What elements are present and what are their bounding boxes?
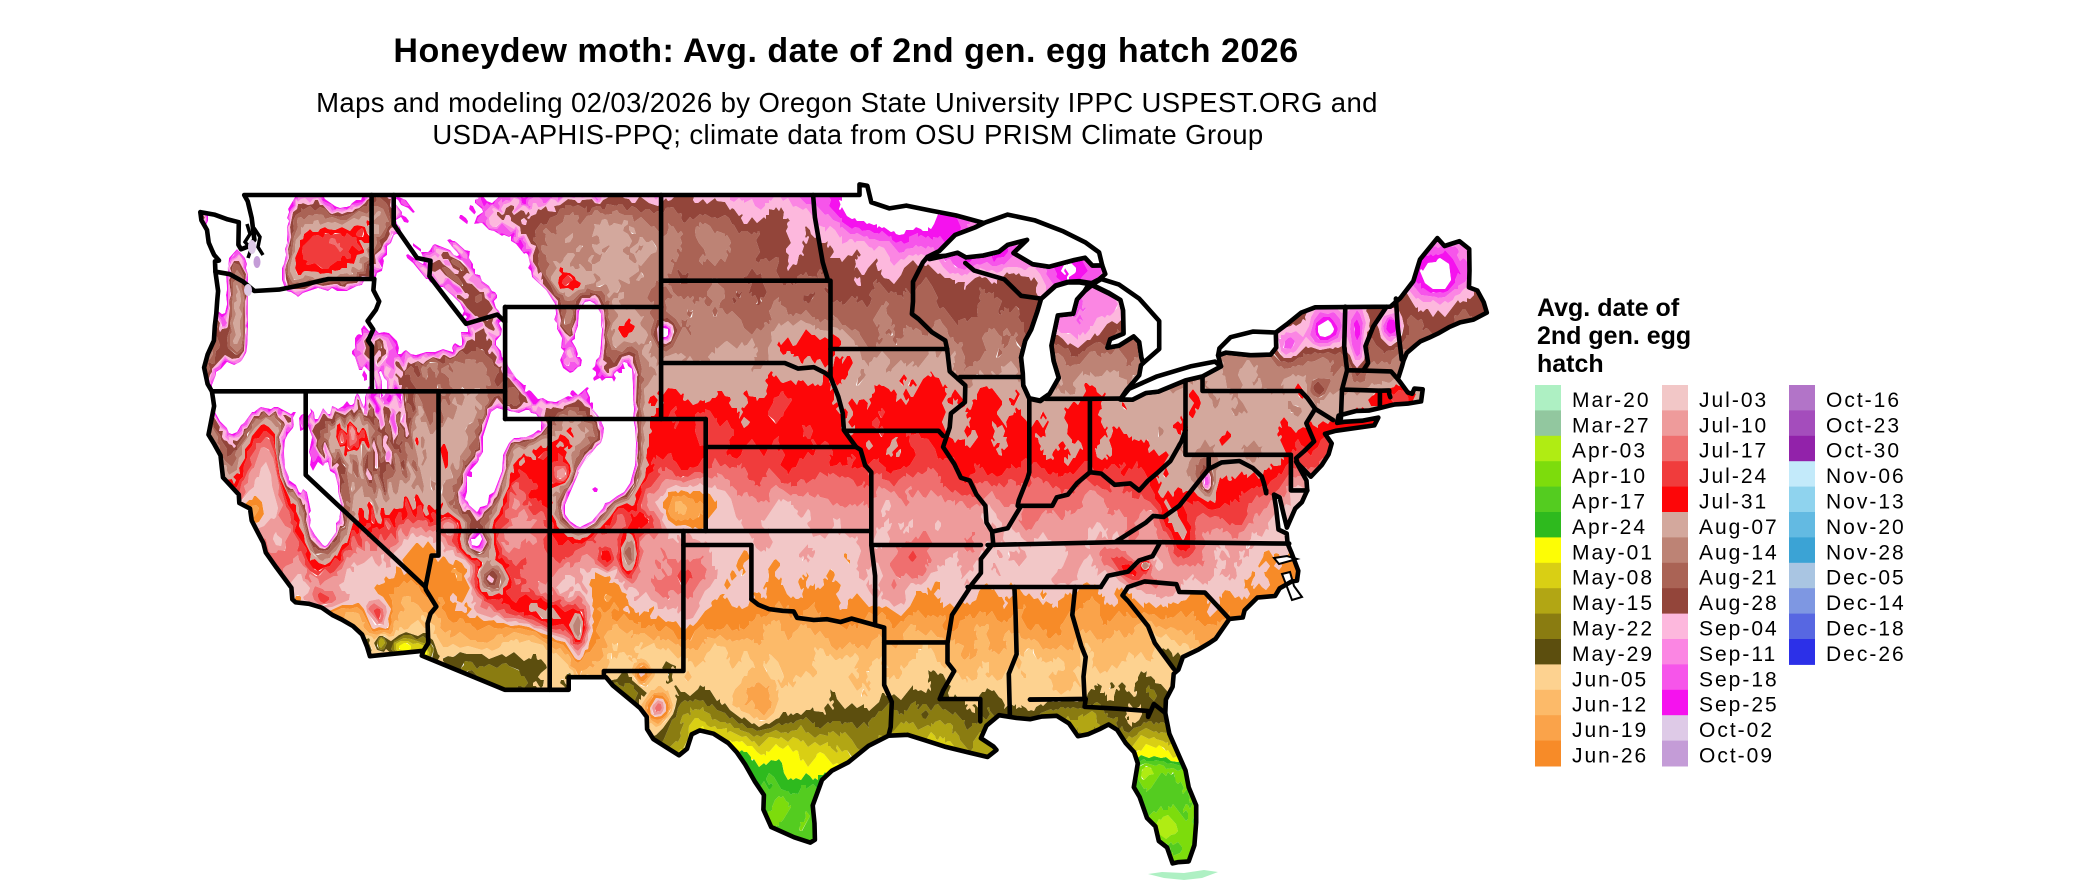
svg-text:Apr-03: Apr-03: [1572, 440, 1647, 463]
svg-text:Jul-17: Jul-17: [1699, 440, 1768, 463]
svg-text:Apr-10: Apr-10: [1572, 465, 1647, 488]
svg-text:hatch: hatch: [1537, 350, 1604, 378]
svg-text:Oct-09: Oct-09: [1699, 745, 1774, 768]
svg-text:Nov-28: Nov-28: [1826, 541, 1906, 564]
svg-text:USDA-APHIS-PPQ; climate data f: USDA-APHIS-PPQ; climate data from OSU PR…: [432, 119, 1263, 150]
svg-text:Aug-21: Aug-21: [1699, 567, 1779, 590]
svg-text:Jul-10: Jul-10: [1699, 414, 1768, 437]
svg-text:Oct-23: Oct-23: [1826, 414, 1901, 437]
svg-text:Jun-05: Jun-05: [1572, 668, 1648, 691]
svg-text:Jul-31: Jul-31: [1699, 491, 1768, 514]
svg-text:Dec-14: Dec-14: [1826, 592, 1906, 615]
svg-text:Aug-14: Aug-14: [1699, 541, 1779, 564]
svg-text:Aug-28: Aug-28: [1699, 592, 1779, 615]
svg-text:Oct-02: Oct-02: [1699, 719, 1774, 742]
svg-text:Jul-03: Jul-03: [1699, 389, 1768, 412]
svg-text:May-01: May-01: [1572, 541, 1654, 564]
svg-text:Sep-25: Sep-25: [1699, 694, 1779, 717]
svg-text:Honeydew moth: Avg. date of 2n: Honeydew moth: Avg. date of 2nd gen. egg…: [393, 32, 1298, 70]
svg-text:Nov-20: Nov-20: [1826, 516, 1906, 539]
svg-text:Nov-13: Nov-13: [1826, 491, 1906, 514]
svg-text:Sep-18: Sep-18: [1699, 668, 1779, 691]
svg-text:Dec-05: Dec-05: [1826, 567, 1906, 590]
svg-text:Apr-17: Apr-17: [1572, 491, 1647, 514]
svg-text:Nov-06: Nov-06: [1826, 465, 1906, 488]
svg-text:Oct-30: Oct-30: [1826, 440, 1901, 463]
svg-text:Avg. date of: Avg. date of: [1537, 294, 1680, 322]
svg-text:Apr-24: Apr-24: [1572, 516, 1647, 539]
svg-text:Sep-04: Sep-04: [1699, 618, 1779, 641]
svg-text:May-15: May-15: [1572, 592, 1654, 615]
svg-text:Aug-07: Aug-07: [1699, 516, 1779, 539]
svg-text:Jul-24: Jul-24: [1699, 465, 1768, 488]
svg-text:Dec-18: Dec-18: [1826, 618, 1906, 641]
svg-text:Sep-11: Sep-11: [1699, 643, 1777, 666]
svg-text:Jun-19: Jun-19: [1572, 719, 1648, 742]
svg-text:May-08: May-08: [1572, 567, 1654, 590]
svg-text:May-29: May-29: [1572, 643, 1654, 666]
svg-text:Maps and modeling 02/03/2026 b: Maps and modeling 02/03/2026 by Oregon S…: [316, 87, 1378, 118]
svg-text:May-22: May-22: [1572, 618, 1654, 641]
svg-text:Jun-12: Jun-12: [1572, 694, 1648, 717]
svg-text:Jun-26: Jun-26: [1572, 745, 1648, 768]
svg-text:Mar-20: Mar-20: [1572, 389, 1651, 412]
svg-text:2nd gen. egg: 2nd gen. egg: [1537, 322, 1691, 350]
svg-text:Mar-27: Mar-27: [1572, 414, 1651, 437]
svg-text:Dec-26: Dec-26: [1826, 643, 1906, 666]
svg-text:Oct-16: Oct-16: [1826, 389, 1901, 412]
